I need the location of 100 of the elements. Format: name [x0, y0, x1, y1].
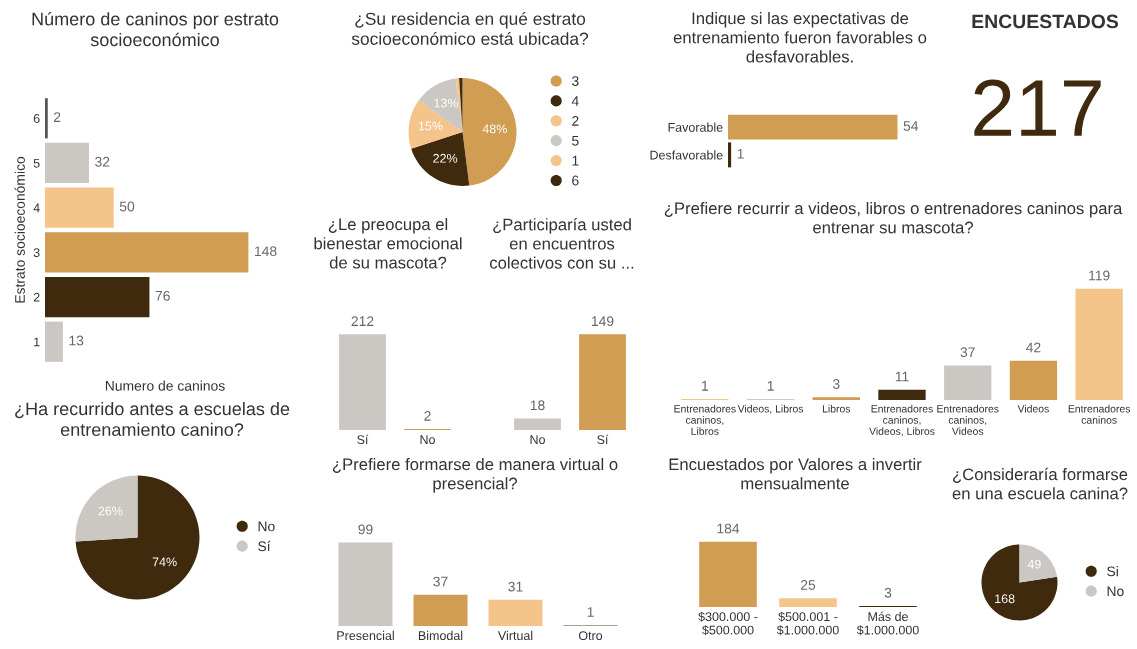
bar — [45, 98, 48, 139]
y-tick-label: Desfavorable — [650, 150, 723, 160]
y-tick-label: Favorable — [668, 122, 723, 132]
data-label: 32 — [95, 156, 110, 167]
x-tick-label: Otro — [578, 631, 603, 641]
bar — [45, 142, 89, 184]
legend-label: Sí — [258, 540, 271, 552]
x-tick-label: Virtual — [497, 630, 533, 641]
pie-slice — [75, 475, 138, 542]
x-tick-label: Entrenadores caninos, Videos, Libros — [869, 404, 935, 437]
bar — [944, 365, 992, 400]
bar — [488, 599, 543, 626]
data-label: 54 — [903, 121, 919, 131]
data-label: 22% — [433, 153, 458, 163]
data-label: 1 — [737, 148, 744, 159]
chart-title: ¿Le preocupa el bienestar emocional de su mascota? — [314, 218, 462, 269]
data-label: 18 — [530, 400, 545, 411]
x-tick-label: No — [420, 435, 435, 445]
chart-title: ¿Consideraría formarse en una escuela canina? — [952, 467, 1128, 500]
y-tick-label: 5 — [33, 158, 40, 168]
data-label: 1 — [702, 381, 709, 391]
data-label: 149 — [591, 316, 614, 327]
data-label: 148 — [255, 246, 277, 257]
text: ENCUESTADOS — [972, 14, 1119, 29]
data-label: 168 — [995, 594, 1015, 604]
data-label: 13 — [69, 335, 84, 346]
data-label: 31 — [508, 581, 523, 592]
x-tick-label: $300.000 - $500.000 — [698, 611, 758, 636]
x-tick-label: Presencial — [337, 630, 394, 641]
pie-slice — [1019, 544, 1058, 583]
bar — [45, 321, 63, 362]
legend-label: 1 — [572, 155, 579, 166]
x-tick-label: Bimodal — [418, 630, 463, 641]
text: 217 — [974, 79, 1101, 136]
chart-title: ¿Su residencia en qué estrato socioeconómico está ubicada? — [351, 12, 589, 45]
legend-label: No — [1107, 586, 1124, 597]
y-tick-label: 1 — [34, 337, 40, 347]
chart-title: Indique si las expectativas de entrenamiento fueron favorables o desfavorables. — [673, 12, 927, 63]
data-label: 50 — [119, 201, 135, 212]
chart-title: ¿Prefiere formarse de manera virtual o presencial? — [332, 458, 618, 493]
x-tick-label: Entrenadores caninos, Videos — [937, 404, 999, 435]
data-label: 48% — [482, 124, 507, 134]
bar — [1009, 360, 1058, 400]
bar — [45, 232, 249, 273]
bar — [45, 187, 114, 228]
data-label: 212 — [351, 316, 374, 326]
x-tick-label: No — [530, 435, 545, 445]
chart-title: Número de caninos por estrato socioeconómico — [32, 12, 279, 47]
data-label: 184 — [717, 523, 740, 534]
x-tick-label: Videos, Libros — [737, 404, 804, 414]
legend-label: 5 — [572, 135, 579, 146]
data-label: 2 — [54, 112, 61, 122]
chart-title: ¿Ha recurrido antes a escuelas de entrenamiento canino? — [15, 402, 290, 437]
pie-slice — [462, 78, 517, 186]
pie-slice — [75, 475, 200, 600]
y-tick-label: 3 — [33, 248, 40, 257]
data-label: 2 — [424, 410, 431, 421]
y-tick-label: 6 — [33, 114, 40, 123]
data-label: 25 — [800, 580, 816, 590]
data-label: 37 — [960, 347, 975, 358]
chart-title: Encuestados por Valores a invertir mensualmente — [669, 458, 922, 490]
data-label: 1 — [587, 607, 594, 617]
legend-label: 4 — [571, 96, 579, 106]
data-label: 42 — [1026, 342, 1041, 353]
data-label: 3 — [884, 587, 892, 598]
pie-slice — [408, 100, 463, 149]
data-label: 11 — [895, 371, 909, 382]
pie-slice — [411, 132, 470, 186]
x-tick-label: Entrenadores caninos, Libros — [674, 404, 736, 435]
bar — [338, 542, 393, 626]
pie-slice — [418, 78, 463, 132]
bar — [45, 276, 150, 318]
x-tick-label: $500.001 - $1.000.000 — [776, 611, 839, 636]
data-label: 26% — [98, 506, 123, 516]
legend-label: 3 — [572, 76, 579, 86]
data-label: 99 — [358, 524, 373, 535]
data-label: 76 — [155, 290, 170, 301]
data-label: 3 — [832, 379, 840, 389]
x-tick-label: Más de $1.000.000 — [856, 611, 919, 636]
x-tick-label: Entrenadores caninos — [1068, 404, 1131, 424]
chart-title: ¿Participaría usted en encuentros colectivos con su ... — [489, 218, 634, 269]
data-label: 74% — [152, 557, 177, 567]
bar — [1075, 288, 1123, 400]
legend-label: 6 — [572, 175, 579, 186]
x-tick-label: Sí — [597, 434, 609, 445]
bar — [413, 594, 468, 626]
data-label: 37 — [433, 576, 448, 587]
y-tick-label: 2 — [33, 292, 40, 302]
bar — [812, 397, 860, 400]
y-tick-label: 4 — [33, 203, 40, 213]
x-tick-label: Videos — [1017, 404, 1049, 413]
x-tick-label: Libros — [822, 404, 851, 413]
pie-slice — [981, 544, 1058, 621]
data-label: 49 — [1027, 559, 1041, 569]
data-label: 1 — [767, 381, 774, 391]
legend-label: 2 — [572, 115, 579, 126]
x-tick-label: Sí — [357, 434, 369, 445]
data-label: 15% — [418, 121, 443, 131]
data-label: 13% — [434, 98, 459, 108]
bar — [878, 389, 926, 400]
